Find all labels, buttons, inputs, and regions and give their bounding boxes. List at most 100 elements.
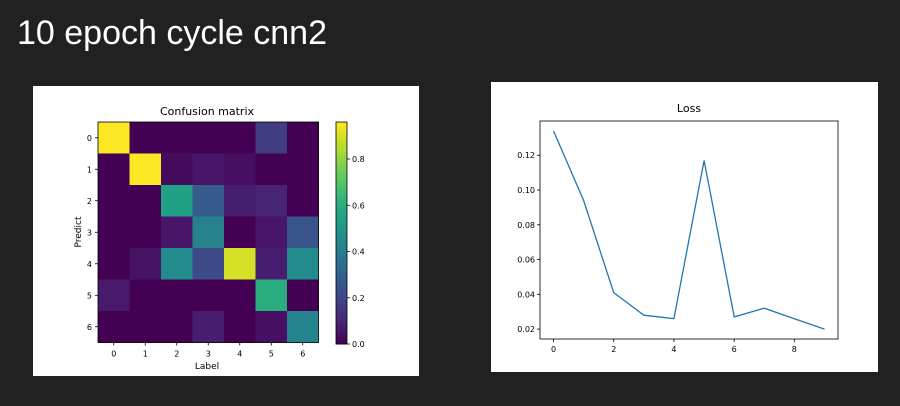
colorbar-tick-label: 0.8 (352, 155, 365, 164)
colorbar-segment (336, 151, 347, 156)
colorbar-segment (336, 310, 347, 315)
heatmap-cell (255, 216, 288, 249)
colorbar-segment (336, 199, 347, 204)
heatmap-cell (161, 248, 193, 280)
colorbar-segment (336, 303, 347, 308)
heatmap-cell (161, 216, 193, 249)
colorbar-segment (336, 247, 347, 252)
x-tick-label: 2 (611, 345, 616, 354)
heatmap-cell (255, 153, 288, 186)
y-tick-label: 0.04 (517, 290, 535, 299)
colorbar-segment (336, 295, 347, 301)
heatmap-cell (129, 153, 162, 186)
heatmap-cell (255, 248, 288, 280)
loss-plot-frame (539, 120, 839, 340)
loss-figure: Loss 0 2 4 6 8 0.02 0.04 0.06 0.08 0.10 0.12 (491, 82, 878, 372)
colorbar-segment (336, 262, 347, 267)
colorbar-segment (336, 192, 347, 197)
y-tick-label: 0.10 (517, 186, 535, 195)
colorbar-segment (336, 214, 347, 219)
heatmap-cell (98, 122, 130, 154)
y-tick-label: 0.12 (517, 151, 535, 160)
x-tick-label: 6 (300, 350, 305, 359)
heatmap-cell (287, 248, 319, 280)
x-tick-label: 8 (792, 345, 797, 354)
colorbar-segment (336, 210, 347, 215)
y-tick-label: 0.06 (517, 256, 535, 265)
x-tick-label: 3 (206, 350, 211, 359)
heatmap-cell (192, 153, 225, 186)
colorbar-segment (336, 203, 347, 208)
colorbar-segment (336, 233, 347, 238)
heatmap-cell (255, 185, 288, 217)
colorbar-segment (336, 184, 347, 190)
colorbar-tick-label: 0.0 (352, 340, 365, 349)
colorbar-segment (336, 196, 347, 201)
x-tick-label: 1 (143, 350, 148, 359)
heatmap-cell (287, 216, 319, 249)
heatmap-cell (224, 248, 256, 280)
colorbar-segment (336, 136, 347, 141)
loss-chart: Loss 0 2 4 6 8 0.02 0.04 0.06 0.08 0.10 0.12 (517, 102, 839, 354)
heatmap-cell (192, 311, 225, 343)
colorbar-segment (336, 225, 347, 230)
heatmap-cell (129, 122, 162, 154)
colorbar-segment (336, 329, 347, 334)
colorbar-segment (336, 155, 347, 160)
confusion-matrix-xlabel: Label (195, 362, 219, 372)
x-tick-label: 6 (732, 345, 737, 354)
colorbar-segment (336, 332, 347, 338)
colorbar-segment (336, 325, 347, 330)
y-tick-label: 5 (87, 291, 92, 300)
heatmap-cell (98, 279, 130, 312)
colorbar-segment (336, 170, 347, 175)
colorbar-segment (336, 173, 347, 178)
heatmap-cell (192, 185, 225, 217)
heatmap-cell (287, 279, 319, 312)
heatmap-cell (98, 248, 130, 280)
confusion-matrix-title: Confusion matrix (160, 105, 255, 118)
colorbar-segment (336, 314, 347, 319)
colorbar-segment (336, 207, 347, 212)
colorbar-segment (336, 218, 347, 223)
colorbar-segment (336, 318, 347, 323)
heatmap-cell (255, 122, 288, 154)
x-tick-label: 4 (237, 350, 242, 359)
colorbar-segment (336, 166, 347, 171)
heatmap-cell (224, 122, 256, 154)
y-tick-label: 4 (87, 260, 92, 269)
colorbar-tick-label: 0.4 (352, 248, 365, 257)
colorbar-segment (336, 288, 347, 293)
colorbar-segment (336, 147, 347, 153)
loss-series-line (552, 130, 825, 330)
heatmap-cell (129, 311, 162, 343)
heatmap-cell (287, 185, 319, 217)
heatmap-cell (129, 185, 162, 217)
colorbar-segment (336, 133, 347, 138)
heatmap-cell (161, 122, 193, 154)
colorbar-segment (336, 270, 347, 275)
colorbar-segment (336, 258, 347, 264)
colorbar-segment (336, 244, 347, 249)
heatmap-cell (287, 122, 319, 154)
loss-title: Loss (677, 102, 701, 115)
colorbar-segment (336, 336, 347, 341)
colorbar-segment (336, 140, 347, 145)
colorbar-segment (336, 221, 347, 227)
colorbar-segment (336, 181, 347, 186)
slide-title: 10 epoch cycle cnn2 (17, 14, 327, 52)
colorbar-tick-label: 0.2 (352, 294, 365, 303)
colorbar-segment (336, 277, 347, 282)
colorbar-segment (336, 144, 347, 149)
heatmap-cell (98, 153, 130, 186)
colorbar-segment (336, 188, 347, 193)
colorbar-segment (336, 299, 347, 304)
colorbar-segment (336, 162, 347, 167)
colorbar-segment (336, 255, 347, 260)
x-tick-label: 0 (551, 345, 556, 354)
confusion-matrix-figure: Confusion matrix Label Predict 0 1 2 3 4 5 6 0 1… (33, 86, 419, 376)
heatmap-cell (192, 248, 225, 280)
heatmap-cell (98, 185, 130, 217)
colorbar-segment (336, 125, 347, 130)
colorbar-segment (336, 281, 347, 286)
